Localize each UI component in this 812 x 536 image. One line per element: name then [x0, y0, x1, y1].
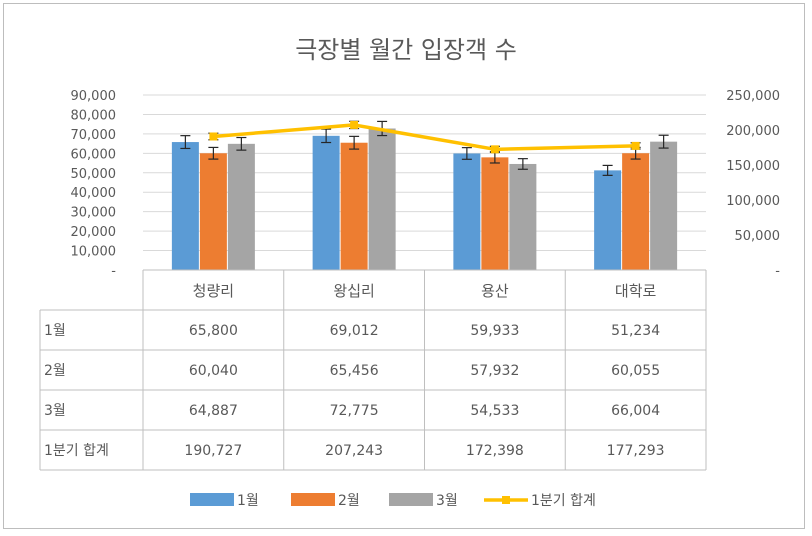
bar	[481, 157, 509, 270]
table-cell-value: 65,456	[330, 363, 379, 379]
bar	[312, 135, 340, 270]
y-secondary-tick-label: -	[775, 264, 780, 279]
bar	[594, 170, 622, 270]
line-point	[350, 120, 359, 129]
table-cell-value: 177,293	[607, 443, 665, 459]
table-cell-value: 207,243	[325, 443, 383, 459]
legend-label: 2월	[338, 493, 360, 509]
y-secondary-tick-label: 50,000	[735, 229, 781, 244]
bar	[368, 128, 396, 270]
bar	[227, 143, 255, 270]
table-cell-value: 59,933	[470, 323, 519, 339]
table-cell-value: 66,004	[611, 403, 660, 419]
legend-swatch	[190, 493, 234, 506]
table-cell-value: 51,234	[611, 323, 660, 339]
table-row-header: 2월	[44, 363, 66, 379]
legend-label: 1월	[237, 493, 259, 509]
bars	[171, 128, 678, 270]
bar	[650, 141, 678, 270]
y-primary-tick-label: -	[111, 264, 116, 279]
line-point	[631, 141, 640, 150]
table-cell-value: 69,012	[330, 323, 379, 339]
series-line	[213, 123, 636, 152]
y-primary-tick-label: 80,000	[71, 108, 117, 123]
legend-swatch	[291, 493, 335, 506]
table-cell-value: 60,040	[189, 363, 238, 379]
category-label: 대학로	[615, 282, 657, 300]
table-cell-value: 65,800	[189, 323, 238, 339]
bar	[622, 153, 650, 270]
table-row-header: 3월	[44, 403, 66, 419]
chart-title: 극장별 월간 입장객 수	[295, 36, 517, 64]
gridlines	[143, 94, 706, 252]
category-label: 용산	[481, 282, 509, 300]
legend-label: 1분기 합계	[531, 493, 596, 509]
y-primary-tick-label: 10,000	[71, 245, 117, 260]
data-table: 청량리 왕십리 용산 대학로 1월 65,800 69,012 59,933 51,234 2월 6…	[39, 269, 707, 471]
bar	[340, 142, 368, 270]
y-secondary-tick-label: 250,000	[726, 89, 780, 104]
line-point	[490, 145, 499, 154]
legend-marker	[502, 496, 510, 504]
table-cell-value: 72,775	[330, 403, 379, 419]
y-secondary-tick-label: 150,000	[726, 159, 780, 174]
y-secondary-tick-label: 100,000	[726, 194, 780, 209]
bar	[199, 153, 227, 270]
table-cell-value: 172,398	[466, 443, 524, 459]
table-row-header: 1분기 합계	[44, 443, 109, 459]
table-cell-value: 64,887	[189, 403, 238, 419]
legend-swatch	[389, 493, 433, 506]
bar	[453, 153, 481, 270]
y-primary-tick-label: 50,000	[71, 167, 117, 182]
table-cell-value: 54,533	[470, 403, 519, 419]
y-primary-tick-label: 60,000	[71, 147, 117, 162]
y-primary-tick-label: 70,000	[71, 128, 117, 143]
y-secondary-tick-label: 200,000	[726, 124, 780, 139]
bar	[509, 163, 537, 270]
axis-labels: - 10,000 20,000 30,000 40,000 50,000 60,000 70,…	[71, 89, 781, 279]
y-primary-tick-label: 40,000	[71, 186, 117, 201]
legend: 1월 2월 3월 1분기 합계	[190, 493, 596, 509]
y-primary-tick-label: 90,000	[71, 89, 117, 104]
bar	[171, 142, 199, 270]
legend-label: 3월	[436, 493, 458, 509]
table-cell-value: 60,055	[611, 363, 660, 379]
chart-frame	[3, 3, 805, 529]
category-label: 왕십리	[333, 282, 374, 300]
table-row-header: 1월	[44, 323, 66, 339]
table-cell-value: 190,727	[184, 443, 242, 459]
table-cell-value: 57,932	[470, 363, 519, 379]
y-primary-tick-label: 30,000	[71, 206, 117, 221]
category-label: 청량리	[193, 282, 234, 300]
line-point	[209, 132, 218, 141]
total-line	[208, 120, 641, 154]
y-primary-tick-label: 20,000	[71, 225, 117, 240]
